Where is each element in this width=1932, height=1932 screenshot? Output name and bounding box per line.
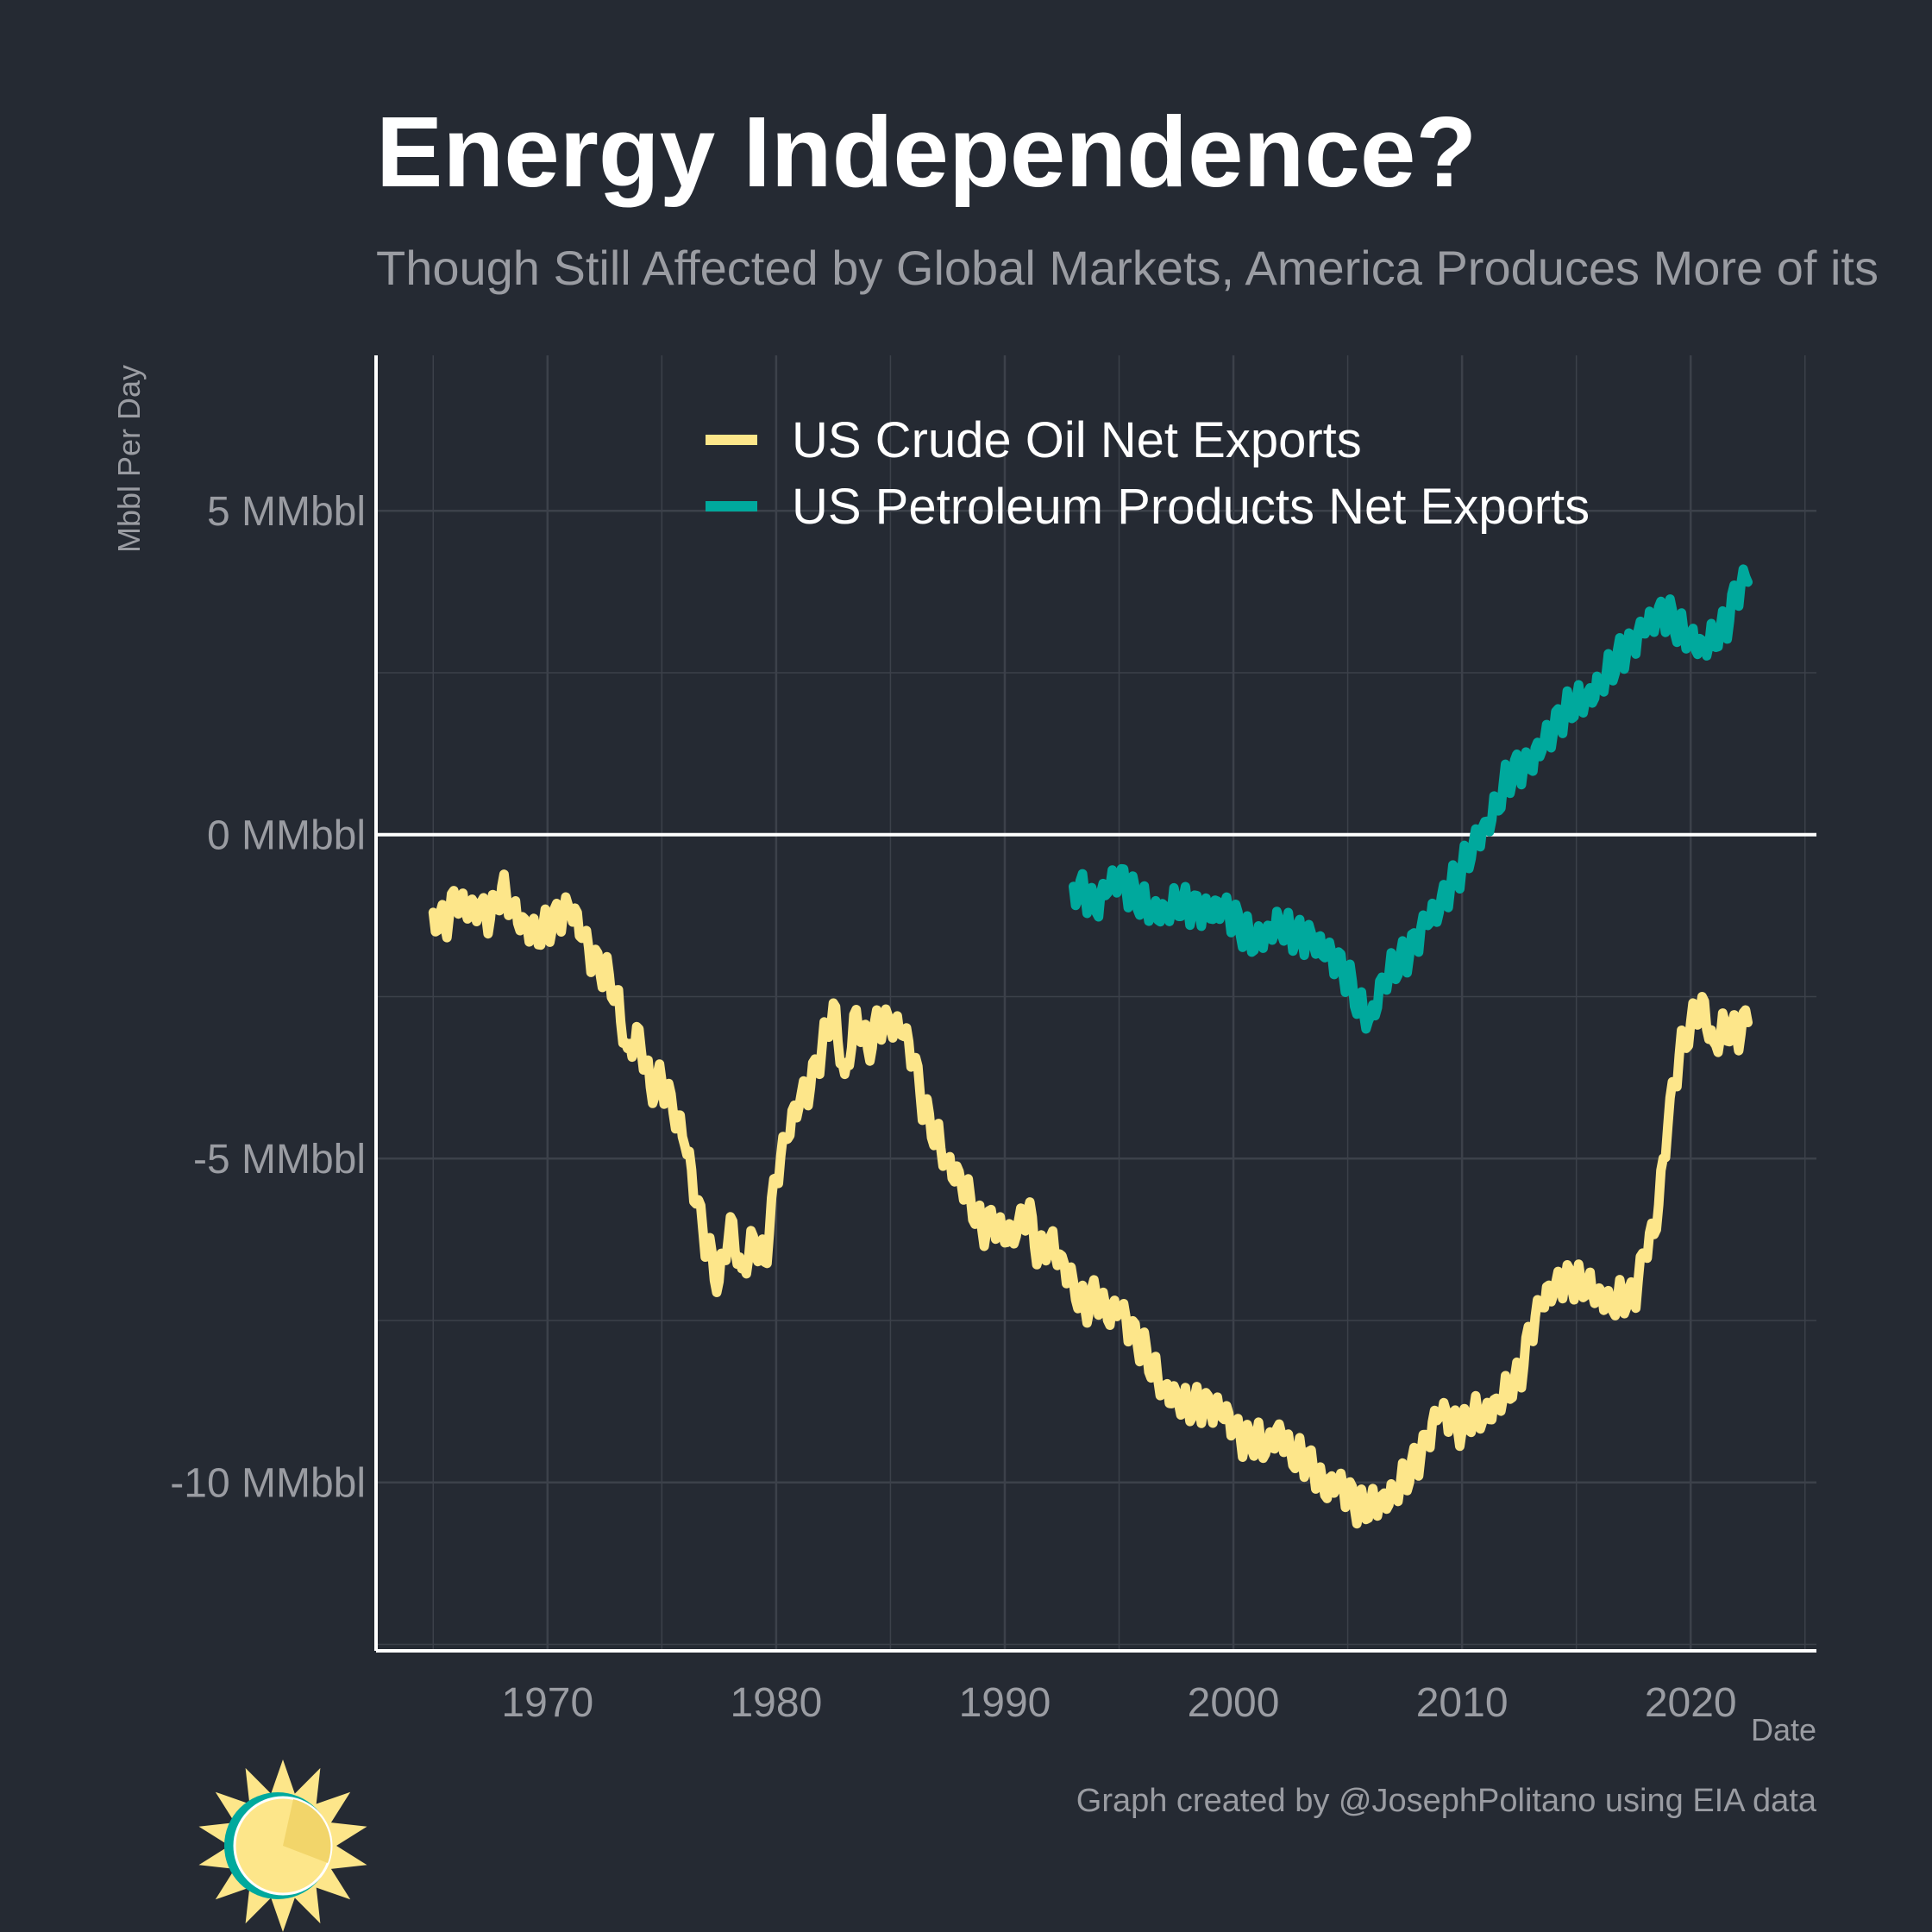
y-tick-label: -5 MMbbl [193,1137,366,1182]
y-tick-label: 5 MMbbl [207,489,366,535]
y-axis-title: Mbbl Per Day [111,365,147,553]
x-tick-label: 2020 [1645,1680,1737,1726]
y-tick-label: -10 MMbbl [170,1461,366,1507]
chart-subtitle: Though Still Affected by Global Markets,… [376,241,1879,295]
sun-shade-icon [283,1799,331,1863]
chart-title: Energy Independence? [376,96,1477,208]
series-line-petroleum-products [1069,564,1753,1034]
legend-label: US Crude Oil Net Exports [792,412,1362,468]
x-tick-label: 2010 [1416,1680,1509,1726]
grid [376,355,1816,1651]
x-tick-label: 1980 [730,1680,822,1726]
source-caption: Graph created by @JosephPolitano using E… [1076,1783,1817,1819]
x-tick-label: 2000 [1188,1680,1280,1726]
x-tick-label: 1970 [501,1680,593,1726]
sun-logo-icon [198,1760,367,1932]
x-axis-title: Date [1751,1712,1816,1747]
axes: 1970 1980 1990 2000 2010 2020 5 MMbbl 0 MMbbl -5… [170,355,1816,1726]
legend-label: US Petroleum Products Net Exports [792,479,1590,535]
legend: US Crude Oil Net Exports US Petroleum Pro… [706,412,1590,535]
x-tick-label: 1990 [959,1680,1051,1726]
series-line-crude-oil [428,869,1753,1529]
y-tick-label: 0 MMbbl [207,813,366,859]
series-lines [428,564,1753,1529]
